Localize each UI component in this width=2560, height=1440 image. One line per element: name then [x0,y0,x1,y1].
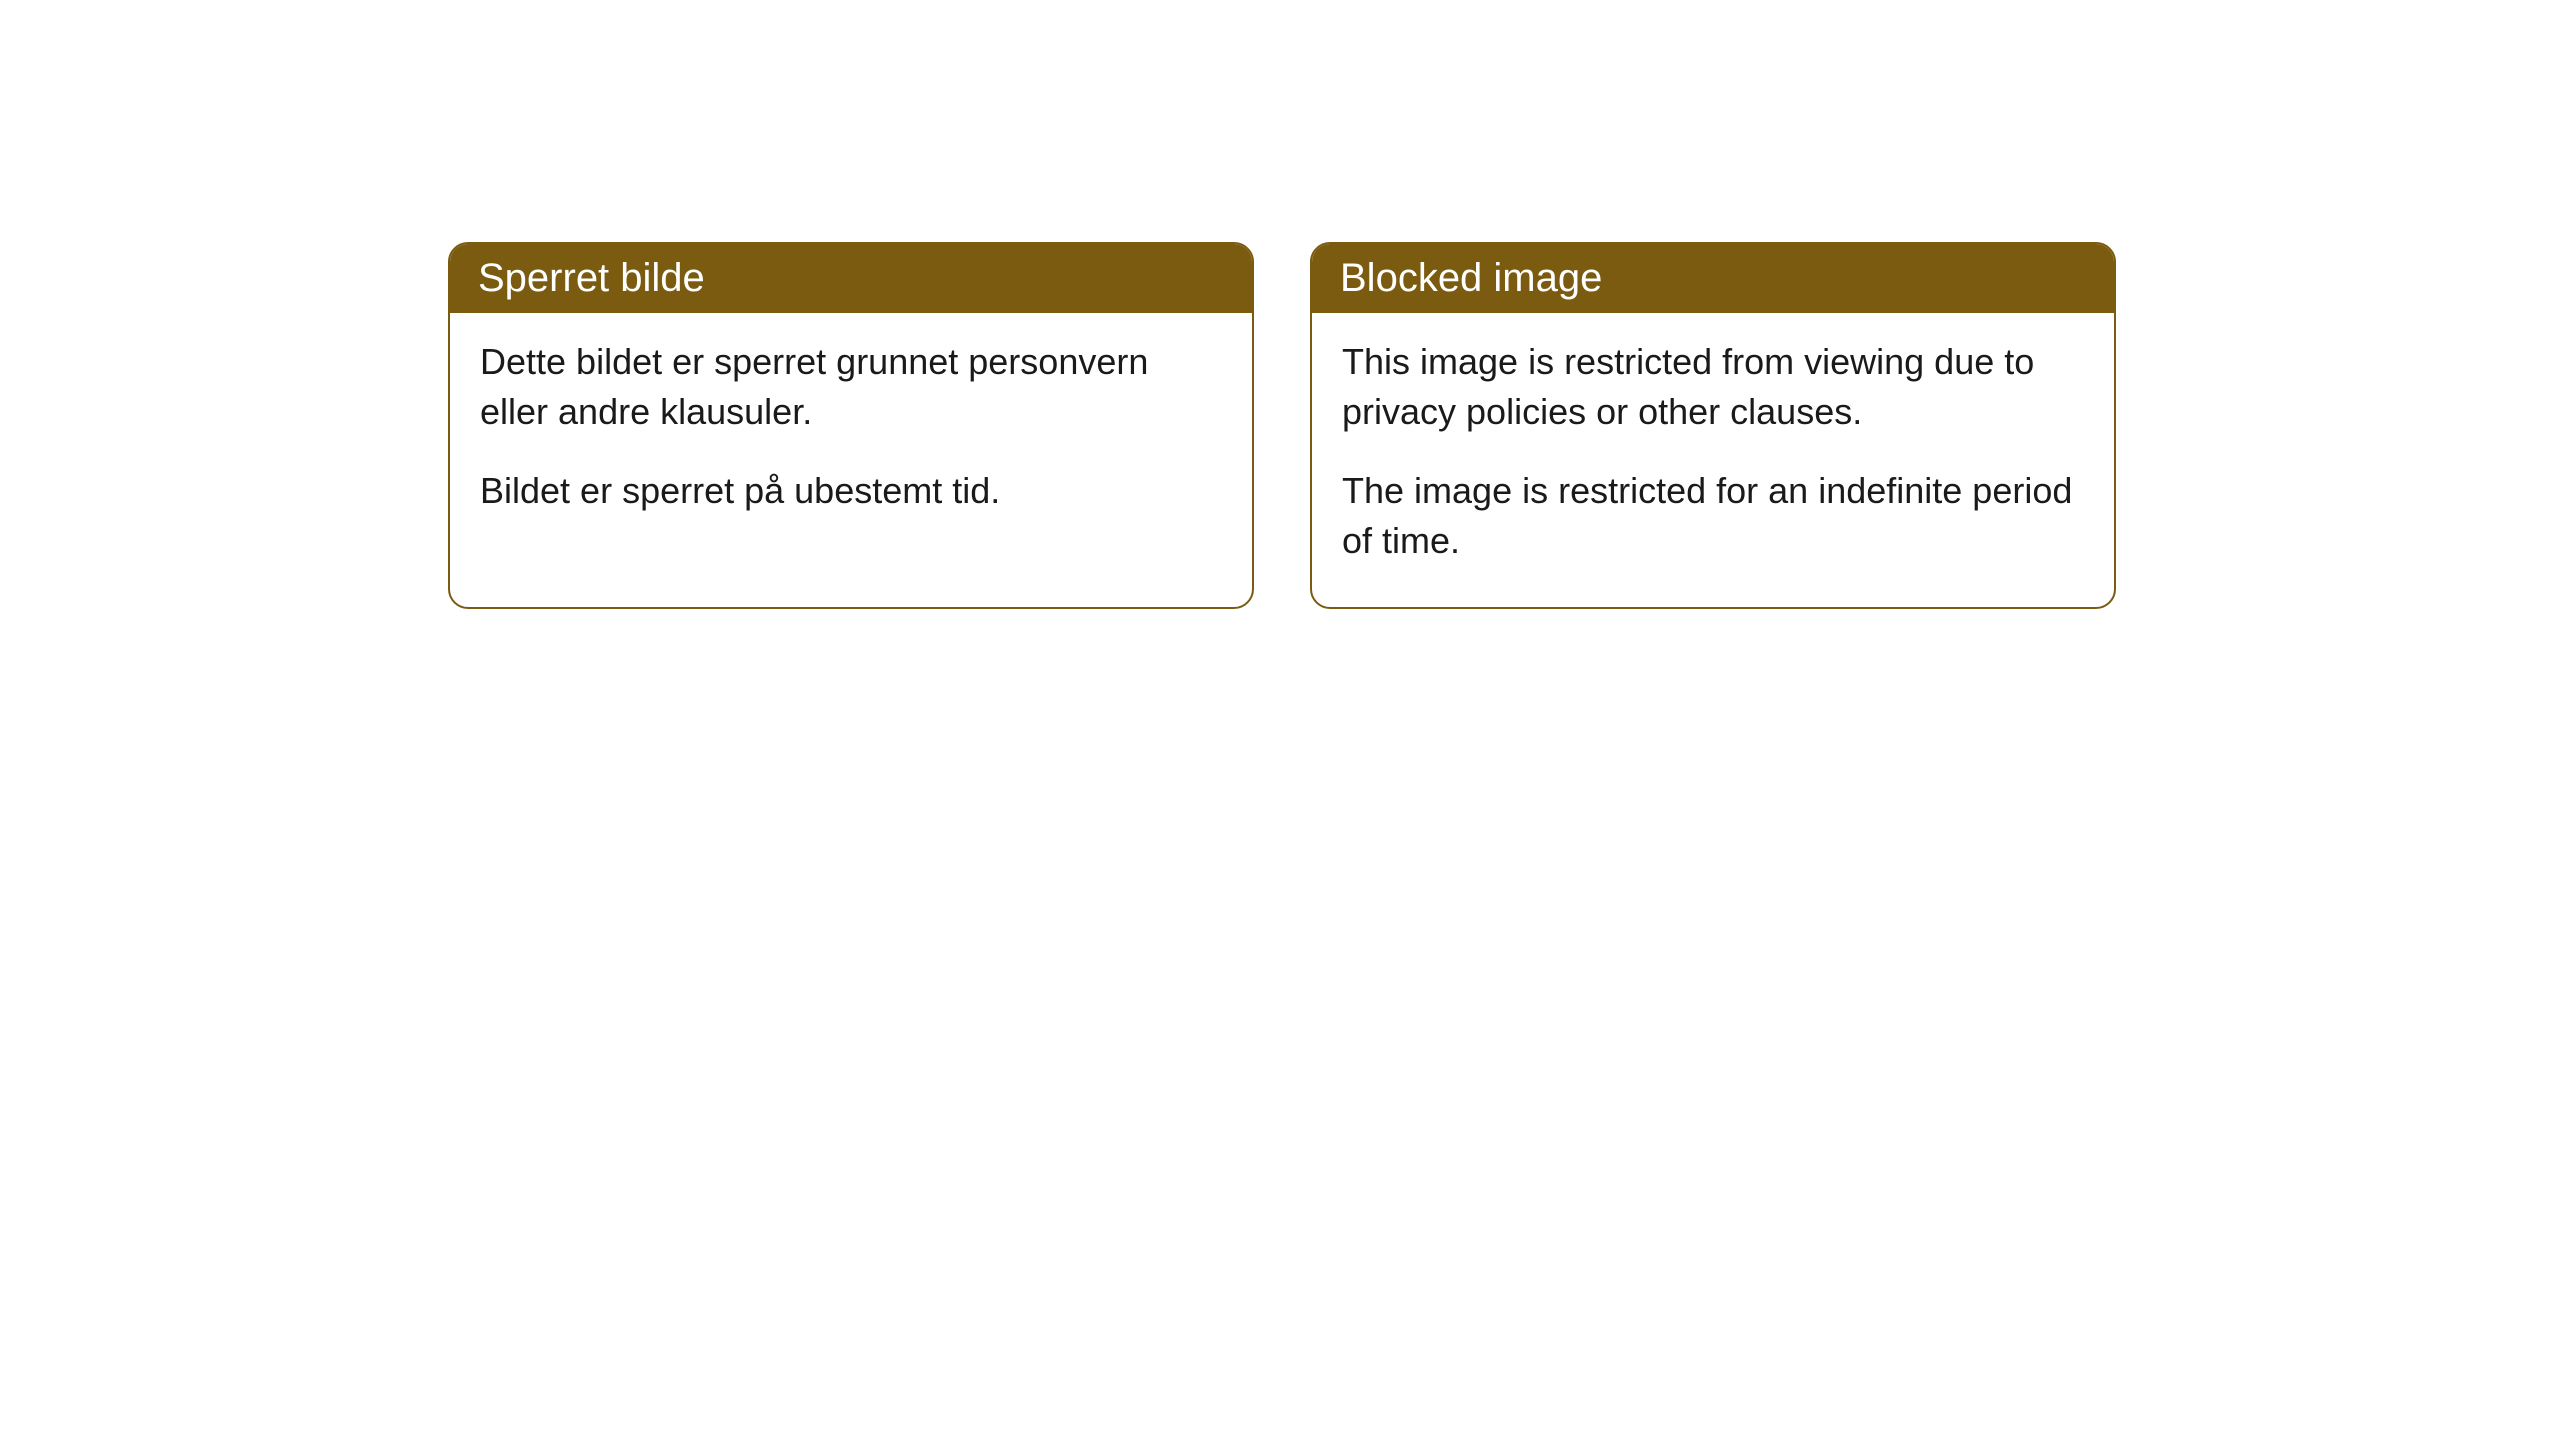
card-paragraph-2-norwegian: Bildet er sperret på ubestemt tid. [480,466,1222,516]
card-header-norwegian: Sperret bilde [450,244,1252,313]
card-body-english: This image is restricted from viewing du… [1312,313,2114,607]
card-header-english: Blocked image [1312,244,2114,313]
notice-card-norwegian: Sperret bilde Dette bildet er sperret gr… [448,242,1254,609]
notice-card-english: Blocked image This image is restricted f… [1310,242,2116,609]
notice-cards-container: Sperret bilde Dette bildet er sperret gr… [448,242,2116,609]
card-title-norwegian: Sperret bilde [478,256,705,300]
card-paragraph-1-english: This image is restricted from viewing du… [1342,337,2084,438]
card-paragraph-2-english: The image is restricted for an indefinit… [1342,466,2084,567]
card-title-english: Blocked image [1340,256,1602,300]
card-body-norwegian: Dette bildet er sperret grunnet personve… [450,313,1252,556]
card-paragraph-1-norwegian: Dette bildet er sperret grunnet personve… [480,337,1222,438]
